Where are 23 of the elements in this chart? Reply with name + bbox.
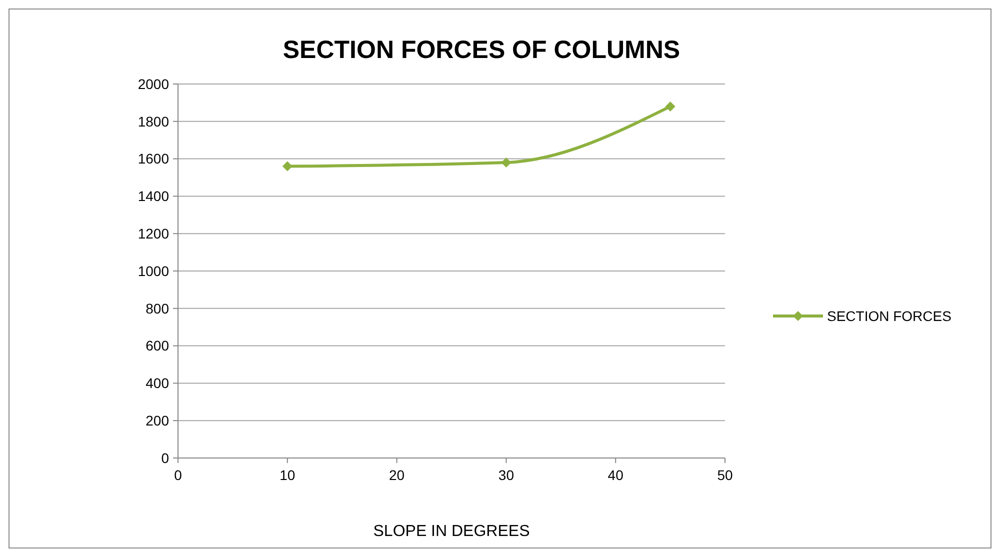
y-tick-label: 400 — [146, 375, 170, 392]
y-tick-label: 1400 — [138, 188, 170, 204]
y-tick-label: 200 — [146, 412, 170, 428]
y-tick-label: 800 — [146, 300, 170, 316]
x-tick-label: 10 — [280, 467, 296, 483]
point — [282, 161, 292, 172]
y-tick-label: 600 — [146, 338, 170, 354]
y-tick-label: 0 — [161, 450, 170, 466]
y-tick-label: 1600 — [138, 150, 170, 167]
y-tick-label: 2000 — [138, 76, 170, 92]
x-tick-label: 50 — [717, 467, 733, 483]
x-tick-label: 0 — [174, 467, 182, 483]
chart-title: SECTION FORCES OF COLUMNS — [282, 36, 680, 64]
x-tick-label: 40 — [608, 467, 624, 483]
y-tick-label: 1800 — [138, 113, 170, 130]
y-tick-label: 1200 — [138, 226, 170, 242]
y-tick-label: 1000 — [138, 262, 170, 279]
point — [501, 158, 512, 168]
legend-label: SECTION FORCES — [827, 308, 952, 324]
point — [665, 101, 676, 112]
x-tick-label: 20 — [389, 467, 405, 483]
x-tick-label: 30 — [498, 467, 514, 483]
x-axis-title: SLOPE IN DEGREES — [373, 523, 530, 540]
